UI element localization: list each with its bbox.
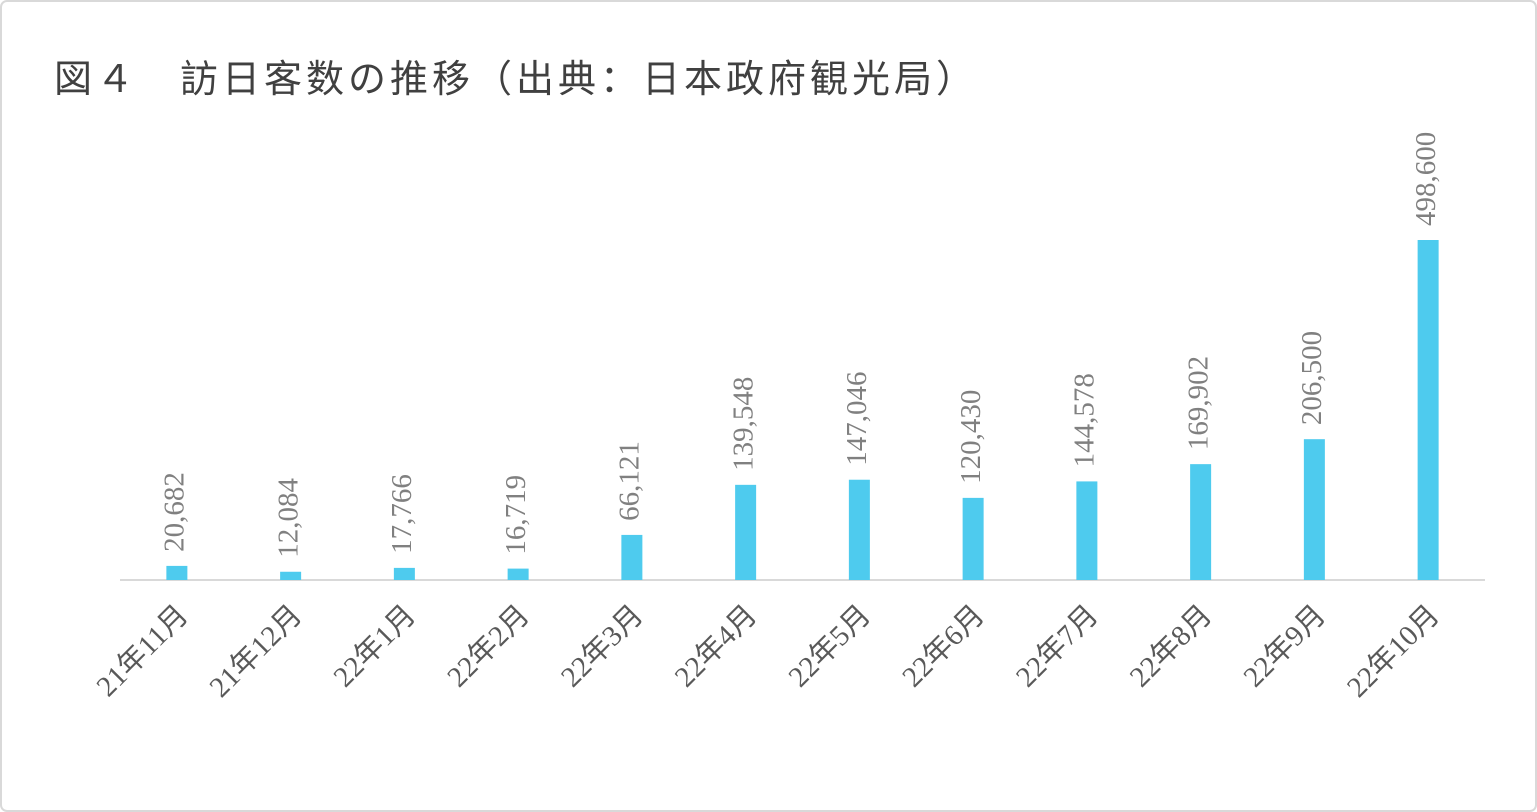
value-label: 17,766 (386, 474, 418, 554)
bar (735, 484, 757, 580)
value-label: 206,500 (1296, 331, 1328, 425)
chart-title: 図４ 訪日客数の推移（出典：日本政府観光局） (54, 59, 978, 101)
value-label: 169,902 (1182, 356, 1214, 450)
bar (962, 497, 984, 580)
bar (1190, 464, 1212, 580)
value-label: 120,430 (955, 390, 987, 484)
value-label: 147,046 (841, 371, 873, 465)
value-label: 144,578 (1069, 373, 1101, 467)
bar (848, 479, 870, 580)
value-label: 20,682 (159, 472, 191, 552)
bar (1076, 481, 1098, 580)
bar (393, 567, 415, 580)
value-label: 12,084 (272, 478, 304, 558)
bar (1417, 240, 1439, 580)
value-label: 498,600 (1410, 132, 1442, 226)
bar (621, 534, 643, 580)
bar (1303, 439, 1325, 580)
value-label: 139,548 (727, 377, 759, 471)
bar (166, 565, 188, 580)
value-label: 16,719 (500, 475, 532, 555)
bar (507, 568, 529, 580)
value-label: 66,121 (614, 441, 646, 521)
bar (280, 571, 302, 580)
